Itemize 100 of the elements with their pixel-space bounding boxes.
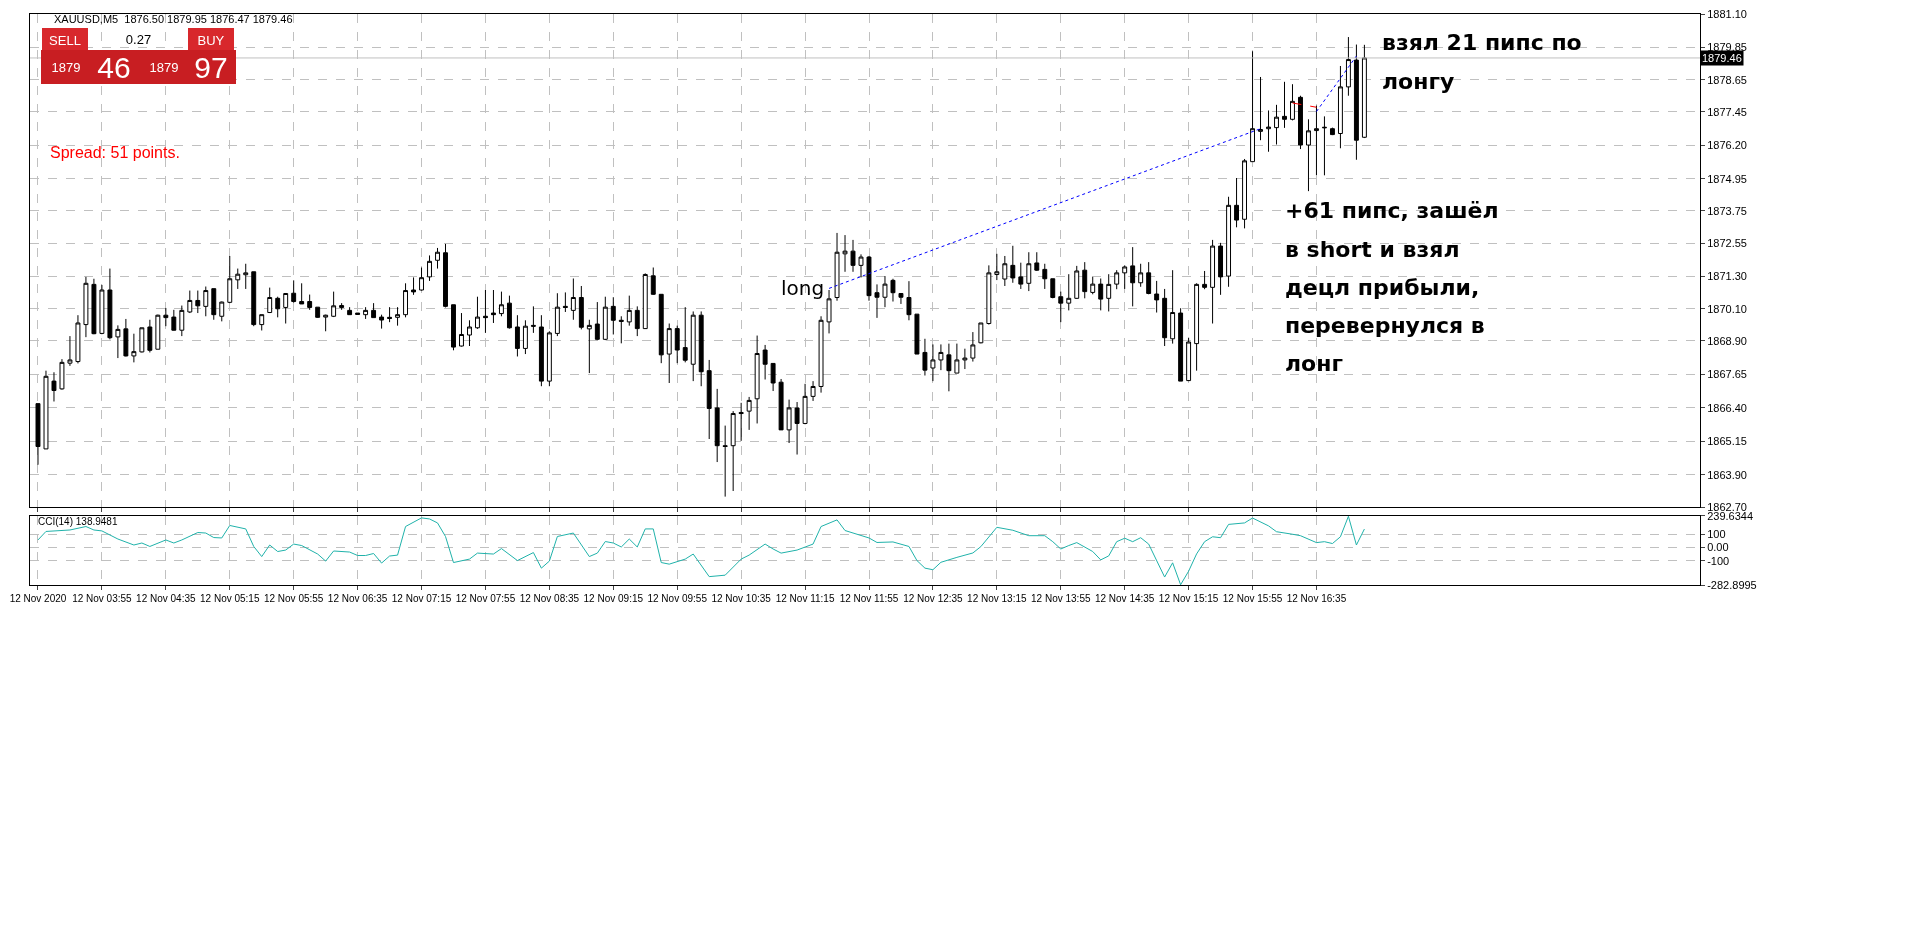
candlestick [67,335,73,367]
x-tick-label: 12 Nov 03:55 [72,593,133,605]
candlestick [211,288,217,321]
candlestick [1202,270,1208,290]
candlestick [834,232,840,302]
candlestick [914,313,920,355]
candlestick [1234,177,1240,228]
candlestick [570,277,576,321]
candlestick [467,319,472,347]
y-tick-label: 1868.90 [1707,334,1747,347]
candlestick [498,291,504,317]
candlestick [1290,83,1295,121]
candlestick [227,255,233,304]
candlestick [1082,261,1088,299]
candlestick [275,296,281,318]
annotation: 0.27 [125,31,152,47]
y-tick-label: 0.00 [1707,541,1729,554]
candlestick [1170,269,1176,345]
y-tick-label: 1865.15 [1707,435,1747,448]
candlestick [794,401,800,456]
candlestick [522,319,528,355]
candlestick [970,331,976,363]
candlestick [259,314,265,331]
candlestick [339,302,345,311]
y-tick-label: 1867.65 [1707,368,1747,381]
candlestick [1258,76,1263,141]
candlestick [850,239,856,273]
candlestick [171,309,177,331]
candlestick [922,338,928,376]
candlestick [363,306,369,320]
candlestick [1050,278,1056,299]
y-tick-label: 1871.30 [1707,270,1747,283]
candlestick [219,301,225,322]
ref-line-label: 1879.46 [1702,52,1742,64]
candlestick [978,322,984,344]
candlestick [786,399,792,444]
x-tick-label: 12 Nov 2020 [9,593,67,605]
x-tick-label: 12 Nov 05:55 [263,593,324,605]
y-tick-label: 1863.90 [1707,468,1747,481]
candlestick [1002,255,1008,287]
candlestick [770,362,776,392]
candlestick [107,268,113,340]
x-tick-label: 12 Nov 08:35 [519,593,580,605]
candlestick [91,278,97,335]
candlestick [954,343,960,374]
candlestick [1226,196,1232,288]
x-tick-label: 12 Nov 11:55 [839,593,899,605]
candlestick [35,403,41,466]
candlestick [586,319,592,374]
chart-title: XAUUSD,M5 1876.50 1879.95 1876.47 1879.46 [54,13,293,25]
candlestick [123,318,129,357]
candlestick [75,314,81,364]
candlestick [1186,337,1192,382]
candlestick [1098,277,1104,311]
candlestick [594,301,600,341]
candlestick [451,304,456,351]
y-tick-label: 1877.45 [1707,105,1747,118]
candlestick [371,302,377,319]
candlestick [722,425,728,498]
x-tick-label: 12 Nov 15:55 [1222,593,1283,605]
candlestick [347,306,353,316]
candlestick [1018,262,1024,290]
candlestick [962,348,968,370]
candlestick [666,323,672,384]
x-tick-label: 12 Nov 14:35 [1094,593,1155,605]
candlestick [187,290,193,314]
chart-title: CCI(14) 138.9481 [38,516,118,527]
annotation: BUY [197,32,225,48]
annotation: +61 пипс, зашёл в short и взял децл прибыли, перевернулся в лонг [1285,198,1499,376]
candlestick [243,263,249,290]
y-tick-label: 1874.95 [1707,172,1747,185]
candlestick [1353,44,1359,161]
x-tick-label: 12 Nov 13:15 [967,593,1028,605]
candlestick [379,314,385,330]
candlestick [890,278,896,303]
candlestick [554,292,560,337]
candlestick [490,289,496,324]
candlestick [714,388,720,463]
annotation: Spread: 51 points. [50,144,180,161]
candlestick [1345,36,1351,97]
annotation: 1879 [149,59,179,75]
y-tick-label: 1872.55 [1707,236,1747,249]
candlestick [818,315,824,394]
candlestick [874,283,880,319]
candlestick [1178,307,1184,382]
annotation: SELL [49,32,81,48]
candlestick [538,314,544,387]
candlestick [1282,81,1287,129]
candlestick [514,314,520,357]
candlestick [323,314,329,332]
candlestick [355,312,361,316]
y-tick-label: 1881.10 [1707,7,1747,20]
candlestick [299,282,305,305]
candlestick [1130,246,1136,307]
candlestick [331,291,337,318]
candlestick [682,306,688,363]
candlestick [283,292,289,325]
candlestick [1266,109,1271,153]
candlestick [1210,239,1216,325]
candlestick [163,307,169,327]
